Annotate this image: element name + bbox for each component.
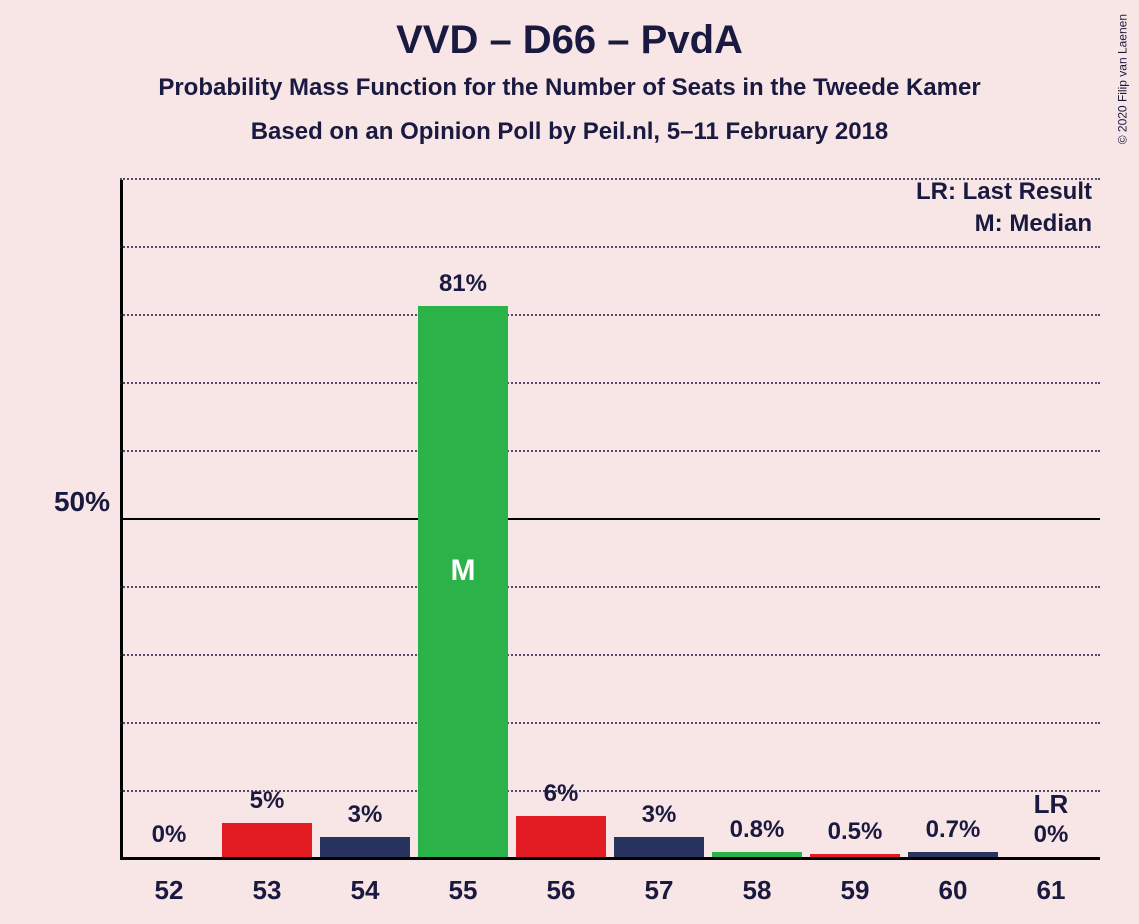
bar: 6% bbox=[516, 816, 606, 857]
x-axis-tick-label: 59 bbox=[806, 875, 904, 906]
x-axis-tick-label: 61 bbox=[1002, 875, 1100, 906]
bar-value-label: 0% bbox=[1006, 821, 1096, 849]
bar-value-label: 0% bbox=[124, 821, 214, 849]
chart-subtitle-1: Probability Mass Function for the Number… bbox=[0, 74, 1139, 102]
x-axis-tick-label: 58 bbox=[708, 875, 806, 906]
bar: 5% bbox=[222, 823, 312, 857]
bar: 0.5% bbox=[810, 854, 900, 857]
bar: 3% bbox=[320, 837, 410, 857]
gridline-minor bbox=[120, 450, 1100, 452]
bar-value-label: 3% bbox=[614, 801, 704, 829]
x-axis-tick-label: 56 bbox=[512, 875, 610, 906]
bar: 81%M bbox=[418, 306, 508, 857]
chart-title: VVD – D66 – PvdA bbox=[0, 18, 1139, 63]
bar: 0.7% bbox=[908, 852, 998, 857]
bar-value-label: 6% bbox=[516, 780, 606, 808]
gridline-major bbox=[120, 518, 1100, 520]
bar: 0.8% bbox=[712, 852, 802, 857]
x-axis-tick-label: 60 bbox=[904, 875, 1002, 906]
y-axis bbox=[120, 180, 123, 860]
gridline-minor bbox=[120, 178, 1100, 180]
bar-value-label: 81% bbox=[418, 270, 508, 298]
gridline-minor bbox=[120, 314, 1100, 316]
x-axis-tick-label: 54 bbox=[316, 875, 414, 906]
bar: 3% bbox=[614, 837, 704, 857]
bar-value-label: 0.8% bbox=[712, 816, 802, 844]
legend-lr: LR: Last Result bbox=[916, 178, 1092, 206]
gridline-minor bbox=[120, 654, 1100, 656]
legend-m: M: Median bbox=[975, 210, 1092, 238]
x-axis bbox=[120, 857, 1100, 860]
bar-value-label: 0.7% bbox=[908, 816, 998, 844]
x-axis-tick-label: 57 bbox=[610, 875, 708, 906]
gridline-minor bbox=[120, 586, 1100, 588]
gridline-minor bbox=[120, 722, 1100, 724]
page-root: © 2020 Filip van Laenen VVD – D66 – PvdA… bbox=[0, 0, 1139, 924]
last-result-marker: LR bbox=[1002, 789, 1100, 820]
gridline-minor bbox=[120, 246, 1100, 248]
x-axis-tick-label: 53 bbox=[218, 875, 316, 906]
x-axis-tick-label: 52 bbox=[120, 875, 218, 906]
gridline-minor bbox=[120, 382, 1100, 384]
x-axis-tick-label: 55 bbox=[414, 875, 512, 906]
chart-plot-area: LR: Last Result M: Median 50%0%525%533%5… bbox=[120, 180, 1100, 860]
median-marker: M bbox=[418, 554, 508, 588]
bar-value-label: 5% bbox=[222, 787, 312, 815]
y-axis-label: 50% bbox=[20, 486, 110, 518]
bar-value-label: 3% bbox=[320, 801, 410, 829]
bar-value-label: 0.5% bbox=[810, 818, 900, 846]
chart-subtitle-2: Based on an Opinion Poll by Peil.nl, 5–1… bbox=[0, 118, 1139, 146]
